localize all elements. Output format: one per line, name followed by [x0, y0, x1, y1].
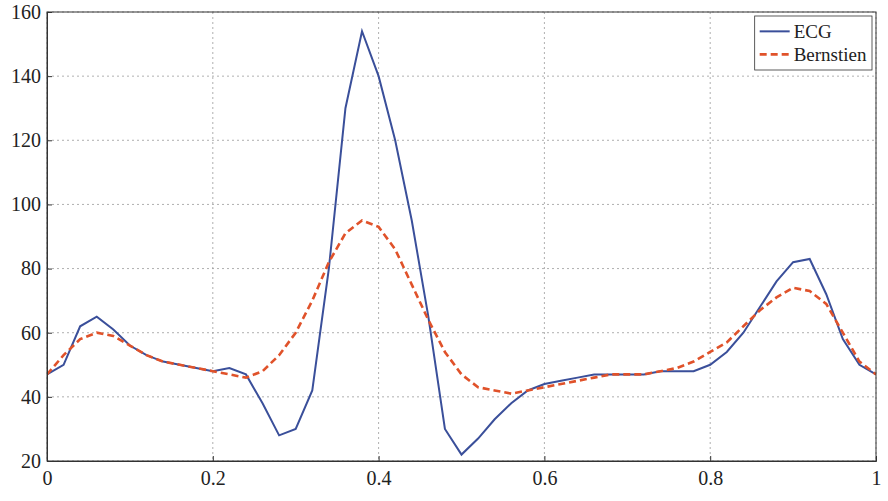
grid-line — [544, 12, 545, 461]
tick-label: 80 — [21, 257, 41, 279]
y-tick: 120 — [11, 129, 52, 151]
tick-mark — [710, 456, 711, 461]
grid-line — [47, 268, 876, 269]
tick-label: 140 — [11, 65, 41, 87]
tick-label: 160 — [11, 1, 41, 23]
tick-label: 100 — [11, 193, 41, 215]
series-line — [47, 220, 876, 393]
grid — [47, 12, 876, 461]
legend-box — [755, 16, 872, 70]
tick-mark — [47, 269, 52, 270]
grid-line — [47, 332, 876, 333]
tick-mark — [47, 76, 52, 77]
y-tick: 100 — [11, 193, 52, 215]
tick-label: 20 — [21, 450, 41, 472]
legend-label: Bernstien — [794, 44, 867, 65]
plot-frame — [47, 12, 876, 461]
tick-label: 1 — [872, 467, 882, 489]
lines — [47, 31, 876, 454]
y-tick: 140 — [11, 65, 52, 87]
series-line — [47, 31, 876, 454]
tick-mark — [213, 456, 214, 461]
tick-label: 0.4 — [367, 467, 392, 489]
grid-line — [47, 204, 876, 205]
grid-line — [710, 12, 711, 461]
legend-swatch — [760, 53, 790, 56]
legend-item: Bernstien — [760, 44, 867, 65]
grid-line — [47, 140, 876, 141]
plot: 00.20.40.60.8120406080100120140160ECGBer… — [11, 1, 882, 489]
tick-mark — [47, 140, 52, 141]
tick-label: 0.2 — [201, 467, 226, 489]
tick-mark — [47, 333, 52, 334]
tick-label: 0.6 — [532, 467, 557, 489]
tick-mark — [544, 456, 545, 461]
tick-label: 0.8 — [698, 467, 723, 489]
tick-label: 0 — [43, 467, 53, 489]
tick-mark — [47, 204, 52, 205]
y-axis: 20 40 60 80 100 120 140 160 — [11, 1, 52, 472]
legend: ECGBernstien — [755, 16, 872, 70]
tick-mark — [47, 397, 52, 398]
tick-label: 40 — [21, 386, 41, 408]
axis-line — [48, 13, 53, 462]
legend-item: ECG — [760, 21, 832, 42]
grid-line — [47, 76, 876, 77]
y-tick: 160 — [11, 1, 52, 23]
tick-label: 120 — [11, 129, 41, 151]
tick-mark — [379, 456, 380, 461]
legend-label: ECG — [794, 21, 832, 42]
legend-swatch — [760, 30, 790, 32]
grid-line — [47, 396, 876, 397]
chart: 00.20.40.60.8120406080100120140160ECGBer… — [0, 0, 888, 501]
tick-label: 60 — [21, 322, 41, 344]
grid-line — [212, 12, 213, 461]
